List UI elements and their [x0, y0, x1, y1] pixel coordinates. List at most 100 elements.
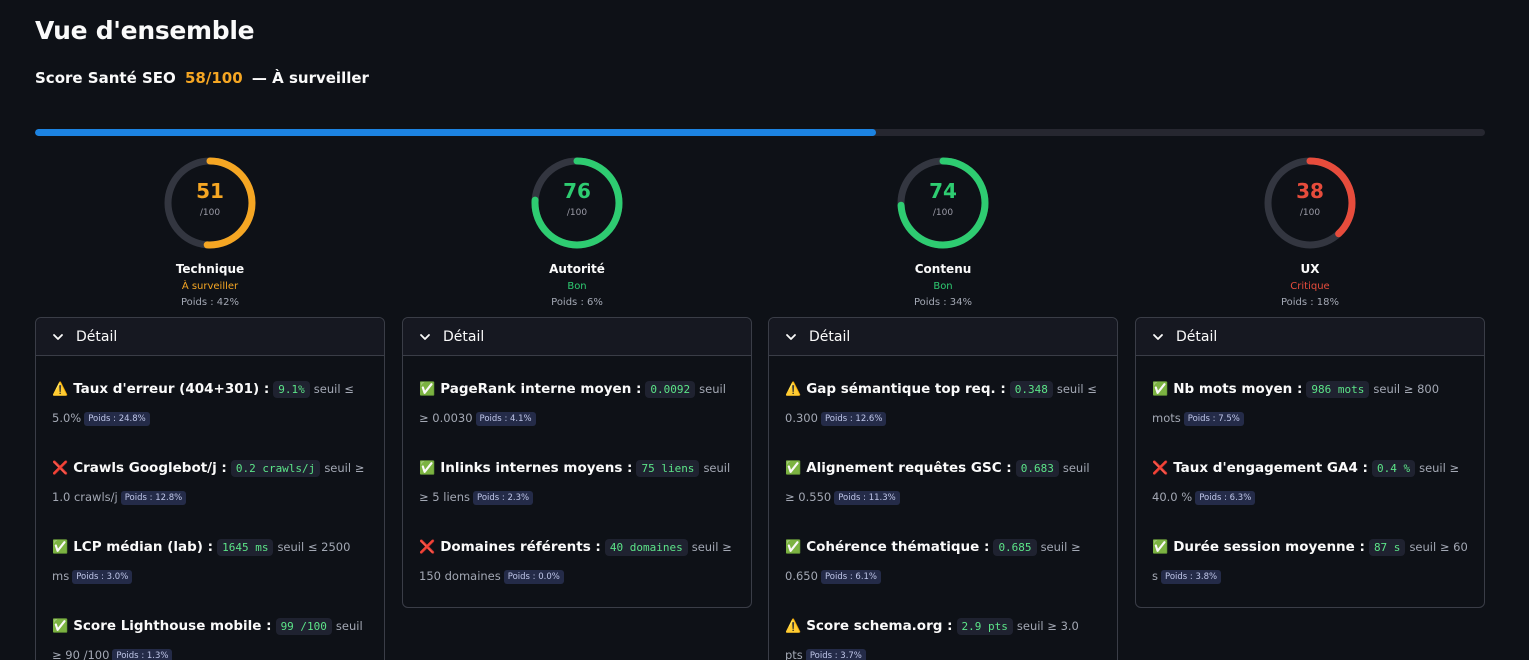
- metric-weight-badge: Poids : 24.8%: [84, 412, 150, 426]
- metric-item: ✅ Inlinks internes moyens :75 liens seuil …: [419, 453, 735, 512]
- cross-icon: ❌: [1152, 461, 1169, 476]
- metric-weight-badge: Poids : 4.1%: [475, 412, 536, 426]
- metric-item: ✅ Cohérence thématique :0.685 seuil ≥ 0.65…: [785, 532, 1101, 591]
- score-gauge: 51 /100: [162, 155, 258, 251]
- seo-score-label: Score Santé SEO: [35, 69, 176, 87]
- detail-body: ⚠️ Gap sémantique top req. :0.348 seuil ≤ …: [769, 356, 1117, 660]
- page-title: Vue d'ensemble: [35, 16, 255, 45]
- seo-score-status: À surveiller: [272, 69, 369, 87]
- gauge-arc: [531, 157, 623, 249]
- category-name: UX: [1300, 262, 1320, 276]
- gauge-max: /100: [566, 208, 588, 218]
- check-icon: ✅: [785, 540, 802, 555]
- metric-item: ✅ Score Lighthouse mobile :99 /100 seuil ≥…: [52, 611, 368, 660]
- gauge-ring: [1264, 157, 1356, 249]
- metric-threshold: seuil ≤ 2500 ms: [52, 540, 351, 583]
- detail-expander-header[interactable]: Détail: [36, 318, 384, 356]
- metric-threshold: seuil ≥ 0.550: [785, 461, 1090, 504]
- gauge-arc: [1264, 157, 1356, 249]
- metric-value: 0.4 %: [1371, 460, 1416, 477]
- metric-weight-badge: Poids : 11.3%: [834, 491, 900, 505]
- gauge-arc: [897, 157, 989, 249]
- metric-weight-badge: Poids : 7.5%: [1183, 412, 1244, 426]
- gauge-score: 76: [563, 179, 591, 203]
- check-icon: ✅: [785, 461, 802, 476]
- detail-expander-header[interactable]: Détail: [1136, 318, 1484, 356]
- metric-name: Score Lighthouse mobile :: [73, 618, 272, 634]
- category-status: Critique: [1290, 281, 1330, 292]
- seo-score-progress-bar: [35, 129, 1485, 136]
- metric-threshold: seuil ≥ 5 liens: [419, 461, 731, 504]
- detail-body: ✅ PageRank interne moyen :0.0092 seuil ≥ 0…: [403, 356, 751, 607]
- score-gauge: 38 /100: [1262, 155, 1358, 251]
- metric-value: 75 liens: [636, 460, 700, 477]
- check-icon: ✅: [1152, 540, 1169, 555]
- check-icon: ✅: [419, 461, 436, 476]
- detail-expander: Détail ⚠️ Gap sémantique top req. :0.348 s…: [768, 317, 1118, 660]
- metric-name: Taux d'engagement GA4 :: [1173, 460, 1368, 476]
- metric-item: ✅ Nb mots moyen :986 mots seuil ≥ 800 mots…: [1152, 374, 1468, 433]
- metric-name: LCP médian (lab) :: [73, 539, 214, 555]
- metric-value: 2.9 pts: [956, 618, 1013, 635]
- score-gauge: 76 /100: [529, 155, 625, 251]
- cross-icon: ❌: [52, 461, 69, 476]
- gauge-score: 38: [1296, 179, 1324, 203]
- metric-weight-badge: Poids : 0.0%: [503, 570, 564, 584]
- score-gauge: 74 /100: [895, 155, 991, 251]
- metric-name: Domaines référents :: [440, 539, 601, 555]
- metric-weight-badge: Poids : 3.7%: [805, 649, 866, 660]
- warning-icon: ⚠️: [52, 382, 69, 397]
- metric-name: Alignement requêtes GSC :: [806, 460, 1012, 476]
- detail-label: Détail: [76, 328, 118, 345]
- metric-weight-badge: Poids : 6.3%: [1195, 491, 1256, 505]
- metric-value: 40 domaines: [604, 539, 688, 556]
- metric-weight-badge: Poids : 1.3%: [112, 649, 173, 660]
- metric-name: Gap sémantique top req. :: [806, 381, 1006, 397]
- seo-score-progress-fill: [35, 129, 876, 136]
- category-column-3: 38 /100 UX Critique Poids : 18% Détail ✅…: [1135, 155, 1485, 608]
- detail-expander: Détail ✅ PageRank interne moyen :0.0092 se…: [402, 317, 752, 608]
- metric-item: ❌ Crawls Googlebot/j :0.2 crawls/j seuil ≥…: [52, 453, 368, 512]
- metric-value: 0.0092: [645, 381, 696, 398]
- check-icon: ✅: [52, 540, 69, 555]
- seo-score-separator: —: [251, 69, 267, 87]
- warning-icon: ⚠️: [785, 619, 802, 634]
- check-icon: ✅: [52, 619, 69, 634]
- category-status: Bon: [567, 281, 587, 292]
- gauge-score: 51: [196, 179, 224, 203]
- metric-name: Nb mots moyen :: [1173, 381, 1303, 397]
- seo-score-value: 58/100: [185, 69, 243, 87]
- metric-threshold: seuil ≥ 40.0 %: [1152, 461, 1460, 504]
- cross-icon: ❌: [419, 540, 436, 555]
- detail-expander-header[interactable]: Détail: [769, 318, 1117, 356]
- metric-name: Cohérence thématique :: [806, 539, 990, 555]
- metric-item: ✅ Durée session moyenne :87 s seuil ≥ 60 s…: [1152, 532, 1468, 591]
- metric-value: 986 mots: [1306, 381, 1370, 398]
- metric-value: 0.2 crawls/j: [230, 460, 321, 477]
- check-icon: ✅: [419, 382, 436, 397]
- metric-item: ✅ LCP médian (lab) :1645 ms seuil ≤ 2500 m…: [52, 532, 368, 591]
- metric-item: ❌ Domaines référents :40 domaines seuil ≥ …: [419, 532, 735, 591]
- metric-threshold: seuil ≥ 0.0030: [419, 382, 726, 425]
- metric-weight-badge: Poids : 12.6%: [820, 412, 887, 426]
- chevron-down-icon: [786, 333, 796, 340]
- seo-score-line: Score Santé SEO 58/100 — À surveiller: [35, 69, 369, 87]
- detail-label: Détail: [443, 328, 485, 345]
- metric-item: ✅ PageRank interne moyen :0.0092 seuil ≥ 0…: [419, 374, 735, 433]
- metric-value: 0.683: [1015, 460, 1059, 477]
- category-column-0: 51 /100 Technique À surveiller Poids : 4…: [35, 155, 385, 660]
- category-status: Bon: [933, 281, 953, 292]
- gauge-max: /100: [932, 208, 954, 218]
- metric-threshold: seuil ≥ 1.0 crawls/j: [52, 461, 365, 504]
- warning-icon: ⚠️: [785, 382, 802, 397]
- metric-name: Taux d'erreur (404+301) :: [73, 381, 270, 397]
- metric-weight-badge: Poids : 6.1%: [820, 570, 882, 584]
- metric-threshold: seuil ≤ 0.300: [785, 382, 1097, 425]
- detail-expander-header[interactable]: Détail: [403, 318, 751, 356]
- gauge-ring: [897, 157, 989, 249]
- category-status: À surveiller: [181, 281, 239, 292]
- detail-body: ✅ Nb mots moyen :986 mots seuil ≥ 800 mots…: [1136, 356, 1484, 607]
- metric-item: ❌ Taux d'engagement GA4 :0.4 % seuil ≥ 40.…: [1152, 453, 1468, 512]
- check-icon: ✅: [1152, 382, 1169, 397]
- gauge-max: /100: [1299, 208, 1321, 218]
